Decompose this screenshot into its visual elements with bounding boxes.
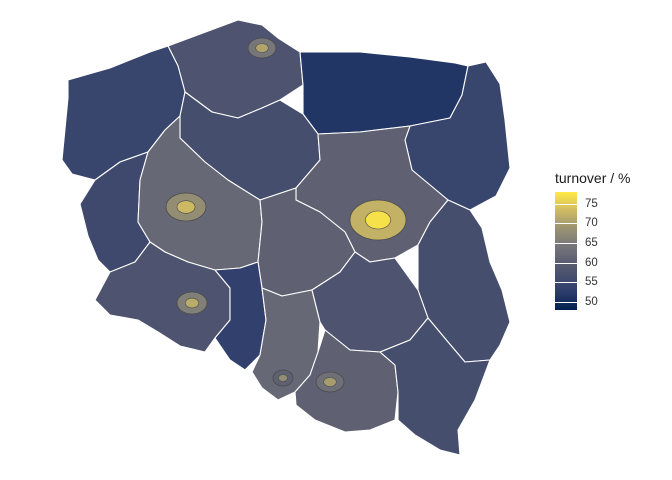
hotspot-core-katowice — [278, 374, 288, 382]
region-opolskie — [214, 261, 267, 371]
legend-tick-mark — [555, 302, 577, 304]
legend-tick-label: 65 — [585, 237, 598, 250]
hotspot-core-krakow — [323, 377, 337, 387]
legend-tick-label: 70 — [585, 217, 598, 230]
hotspot-core-gdansk — [255, 43, 269, 53]
legend-colorbar — [555, 192, 577, 310]
legend-tick-label: 60 — [585, 256, 598, 269]
region-podkarpackie — [379, 317, 491, 456]
voivodeships-layer — [61, 19, 511, 456]
region-malopolskie — [294, 329, 399, 433]
hotspot-core-warszawa — [365, 210, 391, 230]
hotspot-core-wroclaw — [184, 297, 200, 309]
legend-tick-mark — [555, 282, 577, 284]
legend-tick-mark — [555, 203, 577, 205]
legend-tick-mark — [555, 262, 577, 264]
hotspot-core-poznan — [176, 200, 196, 214]
legend-tick-label: 50 — [585, 296, 598, 309]
legend-tick-label: 75 — [585, 197, 598, 210]
legend-tick-label: 55 — [585, 276, 598, 289]
legend-tick-mark — [555, 243, 577, 245]
legend-tick-mark — [555, 223, 577, 225]
city-hotspots-layer — [165, 37, 407, 393]
legend-title: turnover / % — [555, 170, 631, 186]
